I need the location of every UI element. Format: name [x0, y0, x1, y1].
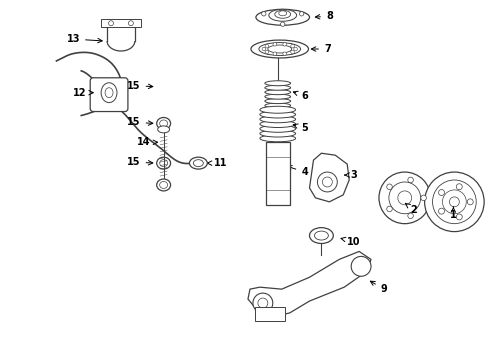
Ellipse shape [265, 81, 291, 86]
Circle shape [299, 12, 304, 16]
Circle shape [294, 47, 297, 51]
Ellipse shape [268, 45, 292, 53]
Circle shape [387, 184, 392, 190]
Text: 15: 15 [127, 81, 153, 91]
Text: 6: 6 [294, 91, 308, 101]
Ellipse shape [101, 83, 117, 103]
Ellipse shape [157, 157, 171, 169]
Circle shape [442, 190, 466, 214]
Ellipse shape [260, 111, 295, 118]
Circle shape [351, 256, 371, 276]
Text: 7: 7 [311, 44, 331, 54]
Text: 11: 11 [207, 158, 227, 168]
Circle shape [273, 52, 277, 55]
Ellipse shape [160, 120, 168, 127]
Circle shape [280, 22, 285, 26]
Circle shape [258, 298, 268, 308]
Circle shape [273, 42, 277, 46]
Polygon shape [248, 251, 371, 317]
FancyBboxPatch shape [90, 78, 128, 112]
Ellipse shape [265, 103, 291, 108]
Text: 5: 5 [294, 123, 308, 134]
Circle shape [322, 177, 332, 187]
Text: 10: 10 [341, 237, 361, 247]
Text: 4: 4 [287, 166, 308, 177]
Ellipse shape [190, 157, 207, 169]
Circle shape [291, 44, 294, 48]
Ellipse shape [260, 106, 295, 113]
Bar [255, 307, 285, 321]
Text: 2: 2 [405, 203, 417, 215]
Circle shape [283, 52, 287, 55]
Circle shape [425, 172, 484, 231]
Ellipse shape [256, 9, 310, 25]
Circle shape [408, 213, 414, 219]
Circle shape [128, 21, 133, 26]
Ellipse shape [194, 159, 203, 167]
Polygon shape [310, 153, 349, 202]
Circle shape [265, 44, 269, 48]
Circle shape [456, 184, 462, 190]
Circle shape [265, 50, 269, 54]
Circle shape [318, 172, 337, 192]
Circle shape [109, 21, 114, 26]
Ellipse shape [251, 40, 309, 58]
Circle shape [408, 177, 414, 183]
Circle shape [433, 180, 476, 224]
Ellipse shape [315, 231, 328, 240]
Circle shape [449, 197, 459, 207]
Circle shape [439, 208, 444, 214]
Ellipse shape [157, 179, 171, 191]
Circle shape [387, 206, 392, 212]
Circle shape [398, 191, 412, 205]
Ellipse shape [269, 9, 296, 21]
Ellipse shape [158, 126, 170, 133]
Ellipse shape [260, 125, 295, 132]
Ellipse shape [160, 159, 168, 167]
Ellipse shape [310, 228, 333, 243]
Text: 12: 12 [73, 88, 93, 98]
Circle shape [262, 12, 266, 16]
Text: 9: 9 [370, 281, 387, 294]
Ellipse shape [157, 117, 171, 129]
Ellipse shape [265, 85, 291, 90]
Text: 8: 8 [316, 11, 333, 21]
Circle shape [439, 189, 444, 195]
Text: 15: 15 [127, 117, 153, 127]
Text: 1: 1 [450, 207, 457, 220]
Ellipse shape [260, 135, 295, 142]
Ellipse shape [275, 10, 291, 18]
Ellipse shape [259, 42, 300, 55]
Circle shape [253, 293, 273, 313]
Circle shape [379, 172, 431, 224]
Ellipse shape [160, 181, 168, 188]
Circle shape [291, 50, 294, 54]
Circle shape [467, 199, 473, 205]
Text: 13: 13 [67, 34, 102, 44]
Circle shape [262, 47, 266, 51]
Text: 14: 14 [137, 137, 158, 147]
Ellipse shape [265, 94, 291, 99]
Circle shape [389, 182, 420, 214]
Ellipse shape [260, 121, 295, 127]
Ellipse shape [265, 99, 291, 104]
Circle shape [456, 214, 462, 220]
Ellipse shape [260, 116, 295, 123]
Ellipse shape [279, 11, 287, 16]
Circle shape [283, 42, 287, 46]
Ellipse shape [265, 90, 291, 95]
Text: 15: 15 [127, 157, 153, 167]
Bar [101, 19, 141, 27]
Ellipse shape [260, 130, 295, 137]
Text: 3: 3 [345, 170, 358, 180]
Circle shape [421, 195, 426, 201]
Ellipse shape [105, 88, 113, 98]
Bar [266, 142, 290, 205]
